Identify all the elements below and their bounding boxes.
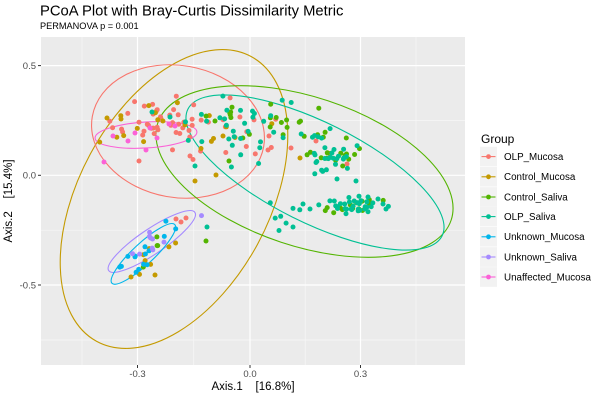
svg-text:OLP_Saliva: OLP_Saliva <box>504 212 556 223</box>
svg-text:Axis.2 [15.4%]: Axis.2 [15.4%] <box>3 159 15 242</box>
svg-text:PERMANOVA p = 0.001: PERMANOVA p = 0.001 <box>40 21 139 31</box>
svg-text:0.0: 0.0 <box>23 171 36 182</box>
svg-text:Group: Group <box>481 132 515 146</box>
svg-text:Control_Mucosa: Control_Mucosa <box>504 172 576 183</box>
svg-text:OLP_Mucosa: OLP_Mucosa <box>504 152 564 163</box>
svg-text:0.3: 0.3 <box>354 369 367 380</box>
svg-text:Unknown_Mucosa: Unknown_Mucosa <box>504 232 585 243</box>
svg-text:0.5: 0.5 <box>23 61 36 72</box>
svg-text:Control_Saliva: Control_Saliva <box>504 192 568 203</box>
svg-text:0.0: 0.0 <box>243 369 256 380</box>
svg-text:Axis.1 [16.8%]: Axis.1 [16.8%] <box>211 381 294 393</box>
svg-text:Unknown_Saliva: Unknown_Saliva <box>504 252 578 263</box>
svg-text:Unaffected_Mucosa: Unaffected_Mucosa <box>504 272 592 283</box>
svg-text:PCoA Plot with Bray-Curtis Dis: PCoA Plot with Bray-Curtis Dissimilarity… <box>40 4 344 20</box>
svg-text:-0.5: -0.5 <box>20 280 36 291</box>
svg-text:-0.3: -0.3 <box>129 369 145 380</box>
